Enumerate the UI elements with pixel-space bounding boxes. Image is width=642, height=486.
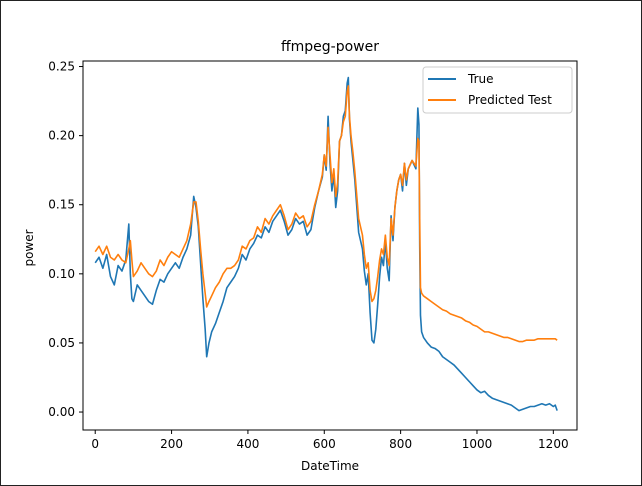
x-tick-label: 1200 [538, 437, 569, 451]
y-tick-label: 0.15 [48, 198, 75, 212]
legend-entry-predicted-test: Predicted Test [468, 93, 552, 107]
legend-entry-true: True [467, 72, 494, 86]
x-axis-label: DateTime [301, 459, 359, 473]
y-axis: 0.00 0.05 0.10 0.15 0.20 0.25 [48, 60, 83, 419]
plot-frame [82, 60, 578, 431]
x-tick-label: 200 [160, 437, 183, 451]
legend: True Predicted Test [422, 66, 573, 114]
x-tick-label: 0 [91, 437, 99, 451]
y-tick-label: 0.05 [48, 336, 75, 350]
plot-area [82, 60, 578, 431]
y-tick-label: 0.25 [48, 60, 75, 74]
chart-title: ffmpeg-power [281, 39, 379, 55]
x-tick-label: 600 [313, 437, 336, 451]
x-tick-label: 1000 [462, 437, 493, 451]
series-line-predicted-test [94, 85, 558, 343]
x-tick-label: 800 [389, 437, 412, 451]
legend-box [422, 66, 573, 114]
y-tick-label: 0.20 [48, 129, 75, 143]
y-axis-label: power [22, 229, 36, 266]
y-tick-label: 0.00 [48, 405, 75, 419]
y-tick-label: 0.10 [48, 267, 75, 281]
series-line-true [94, 76, 558, 412]
x-axis: 0 200 400 600 800 1000 1200 [91, 430, 569, 451]
x-tick-label: 400 [236, 437, 259, 451]
